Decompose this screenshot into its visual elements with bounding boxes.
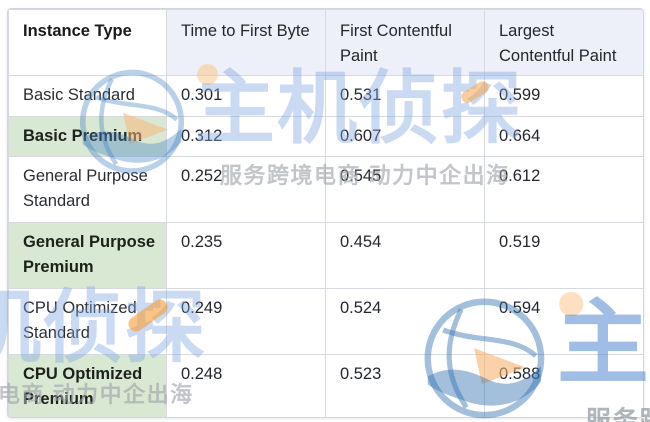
instance-metrics-table: Instance Type Time to First Byte First C…	[8, 9, 643, 417]
header-cell-lcp: Largest Contentful Paint	[484, 9, 643, 76]
cell-ttfb: 0.235	[166, 222, 326, 289]
cell-lcp: 0.519	[484, 222, 643, 289]
table-row: General Purpose Premium 0.235 0.454 0.51…	[8, 222, 643, 289]
row-label: CPU Optimized Standard	[8, 288, 167, 355]
cell-ttfb: 0.249	[166, 288, 326, 355]
row-label: Basic Standard	[8, 75, 167, 117]
row-label: General Purpose Premium	[8, 222, 167, 289]
row-label: Basic Premium	[8, 116, 167, 157]
header-row: Instance Type Time to First Byte First C…	[8, 9, 643, 76]
row-label: General Purpose Standard	[8, 156, 167, 223]
cell-fcp: 0.523	[325, 354, 485, 417]
table-row: CPU Optimized Standard 0.249 0.524 0.594	[8, 288, 643, 355]
table-row: General Purpose Standard 0.252 0.545 0.6…	[8, 156, 643, 223]
cell-ttfb: 0.248	[166, 354, 326, 417]
cell-ttfb: 0.252	[166, 156, 326, 223]
row-label: CPU Optimized Premium	[8, 354, 167, 417]
cell-fcp: 0.545	[325, 156, 485, 223]
cell-ttfb: 0.301	[166, 75, 326, 117]
cell-lcp: 0.588	[484, 354, 643, 417]
metrics-table-container: Instance Type Time to First Byte First C…	[7, 8, 644, 418]
cell-ttfb: 0.312	[166, 116, 326, 157]
header-cell-fcp: First Contentful Paint	[325, 9, 485, 76]
cell-lcp: 0.594	[484, 288, 643, 355]
table-row: Basic Standard 0.301 0.531 0.599	[8, 75, 643, 117]
cell-fcp: 0.454	[325, 222, 485, 289]
cell-fcp: 0.524	[325, 288, 485, 355]
table-row: CPU Optimized Premium 0.248 0.523 0.588	[8, 354, 643, 417]
cell-lcp: 0.599	[484, 75, 643, 117]
cell-fcp: 0.531	[325, 75, 485, 117]
header-cell-ttfb: Time to First Byte	[166, 9, 326, 76]
table-row: Basic Premium 0.312 0.607 0.664	[8, 116, 643, 157]
cell-lcp: 0.664	[484, 116, 643, 157]
cell-fcp: 0.607	[325, 116, 485, 157]
cell-lcp: 0.612	[484, 156, 643, 223]
header-cell-instance-type: Instance Type	[8, 9, 167, 76]
